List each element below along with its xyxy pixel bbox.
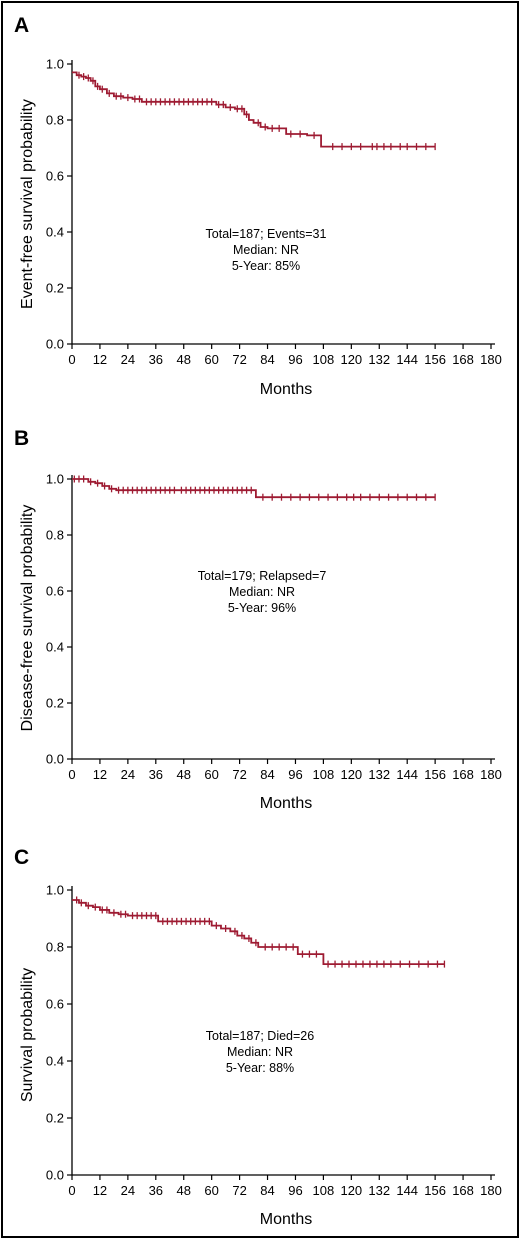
- y-tick-label-a: 0.4: [46, 225, 64, 240]
- x-tick-label-a: 48: [176, 352, 190, 367]
- x-tick-label-c: 96: [288, 1183, 302, 1198]
- x-tick-label-c: 0: [68, 1183, 75, 1198]
- annotation-5year-b: 5-Year: 96%: [228, 601, 296, 615]
- annotation-median-a: Median: NR: [233, 243, 299, 257]
- plot-area-b: 0 12 24 36 48 60 72 84 96 108 120 132 144 156 168 180 0.…: [46, 472, 502, 783]
- y-tick-label-b: 0.6: [46, 584, 64, 599]
- x-tick-label-b: 120: [340, 767, 362, 782]
- x-tick-label-a: 72: [232, 352, 246, 367]
- panel-a: A Event-free survival probability Months…: [14, 14, 502, 398]
- x-tick-label-c: 108: [313, 1183, 335, 1198]
- y-tick-label-a: 0.8: [46, 113, 64, 128]
- x-tick-label-a: 0: [68, 352, 75, 367]
- x-tick-label-b: 84: [260, 767, 274, 782]
- x-tick-label-a: 96: [288, 352, 302, 367]
- y-tick-label-b: 0.0: [46, 752, 64, 767]
- x-tick-label-a: 180: [480, 352, 502, 367]
- x-tick-label-b: 108: [313, 767, 335, 782]
- y-tick-label-c: 0.4: [46, 1054, 64, 1069]
- plot-area-a: 0 12 24 36 48 60 72 84 96 108 120 132 144 156 168 180 0.…: [46, 57, 502, 368]
- annotation-median-b: Median: NR: [229, 585, 295, 599]
- annotation-total-a: Total=187; Events=31: [206, 227, 327, 241]
- survival-curve-c: [72, 899, 445, 965]
- x-tick-label-b: 0: [68, 767, 75, 782]
- x-tick-label-b: 132: [368, 767, 390, 782]
- x-tick-label-c: 48: [176, 1183, 190, 1198]
- x-tick-label-a: 156: [424, 352, 446, 367]
- panel-letter-c: C: [14, 846, 29, 869]
- y-tick-label-c: 0.8: [46, 940, 64, 955]
- x-tick-label-c: 24: [121, 1183, 135, 1198]
- y-axis-title-b: Disease-free survival probability: [19, 505, 36, 732]
- y-tick-label-a: 0.6: [46, 169, 64, 184]
- x-tick-label-c: 12: [93, 1183, 107, 1198]
- y-tick-label-a: 0.2: [46, 281, 64, 296]
- annotation-total-c: Total=187; Died=26: [206, 1029, 314, 1043]
- x-tick-label-b: 60: [204, 767, 218, 782]
- x-tick-label-a: 36: [149, 352, 163, 367]
- y-tick-label-a: 1.0: [46, 57, 64, 72]
- x-tick-label-b: 12: [93, 767, 107, 782]
- panel-letter-b: B: [14, 427, 29, 450]
- x-tick-label-a: 24: [121, 352, 135, 367]
- annotation-5year-a: 5-Year: 85%: [232, 259, 300, 273]
- x-tick-label-a: 144: [396, 352, 418, 367]
- y-tick-label-c: 0.2: [46, 1111, 64, 1126]
- survival-curve-b: [72, 478, 436, 499]
- x-tick-label-b: 48: [176, 767, 190, 782]
- survival-curve-a: [72, 71, 436, 148]
- x-tick-label-c: 180: [480, 1183, 502, 1198]
- y-tick-label-b: 0.8: [46, 528, 64, 543]
- x-tick-label-c: 60: [204, 1183, 218, 1198]
- x-tick-label-b: 144: [396, 767, 418, 782]
- x-tick-label-c: 168: [452, 1183, 474, 1198]
- x-tick-label-a: 168: [452, 352, 474, 367]
- panel-c: C Survival probability Months Total=187;…: [14, 846, 502, 1228]
- annotation-5year-c: 5-Year: 88%: [226, 1061, 294, 1075]
- x-tick-label-b: 168: [452, 767, 474, 782]
- x-tick-label-c: 36: [149, 1183, 163, 1198]
- x-tick-label-a: 84: [260, 352, 274, 367]
- x-tick-label-c: 132: [368, 1183, 390, 1198]
- x-tick-label-c: 144: [396, 1183, 418, 1198]
- x-tick-label-b: 24: [121, 767, 135, 782]
- x-tick-label-b: 156: [424, 767, 446, 782]
- y-tick-label-c: 0.6: [46, 997, 64, 1012]
- plot-area-c: 0 12 24 36 48 60 72 84 96 108 120 132 144 156 168 180 0.…: [46, 883, 502, 1199]
- y-tick-label-c: 0.0: [46, 1168, 64, 1183]
- x-tick-label-a: 120: [340, 352, 362, 367]
- panel-letter-a: A: [14, 14, 29, 37]
- y-axis-title-c: Survival probability: [19, 968, 36, 1102]
- y-tick-label-b: 1.0: [46, 472, 64, 487]
- y-tick-label-c: 1.0: [46, 883, 64, 898]
- x-tick-label-a: 12: [93, 352, 107, 367]
- x-tick-label-a: 108: [313, 352, 335, 367]
- x-tick-label-b: 36: [149, 767, 163, 782]
- x-tick-label-b: 72: [232, 767, 246, 782]
- x-tick-label-b: 180: [480, 767, 502, 782]
- y-tick-label-a: 0.0: [46, 337, 64, 352]
- annotation-median-c: Median: NR: [227, 1045, 293, 1059]
- x-axis-title-c: Months: [260, 1211, 312, 1228]
- annotation-total-b: Total=179; Relapsed=7: [198, 569, 327, 583]
- x-tick-label-a: 60: [204, 352, 218, 367]
- x-tick-label-c: 120: [340, 1183, 362, 1198]
- panel-b: B Disease-free survival probability Mont…: [14, 427, 502, 812]
- x-tick-label-c: 84: [260, 1183, 274, 1198]
- y-tick-label-b: 0.2: [46, 696, 64, 711]
- y-tick-label-b: 0.4: [46, 640, 64, 655]
- x-tick-label-c: 72: [232, 1183, 246, 1198]
- y-axis-title-a: Event-free survival probability: [19, 99, 36, 309]
- x-tick-label-c: 156: [424, 1183, 446, 1198]
- x-tick-label-a: 132: [368, 352, 390, 367]
- x-tick-label-b: 96: [288, 767, 302, 782]
- x-axis-title-b: Months: [260, 795, 312, 812]
- x-axis-title-a: Months: [260, 381, 312, 398]
